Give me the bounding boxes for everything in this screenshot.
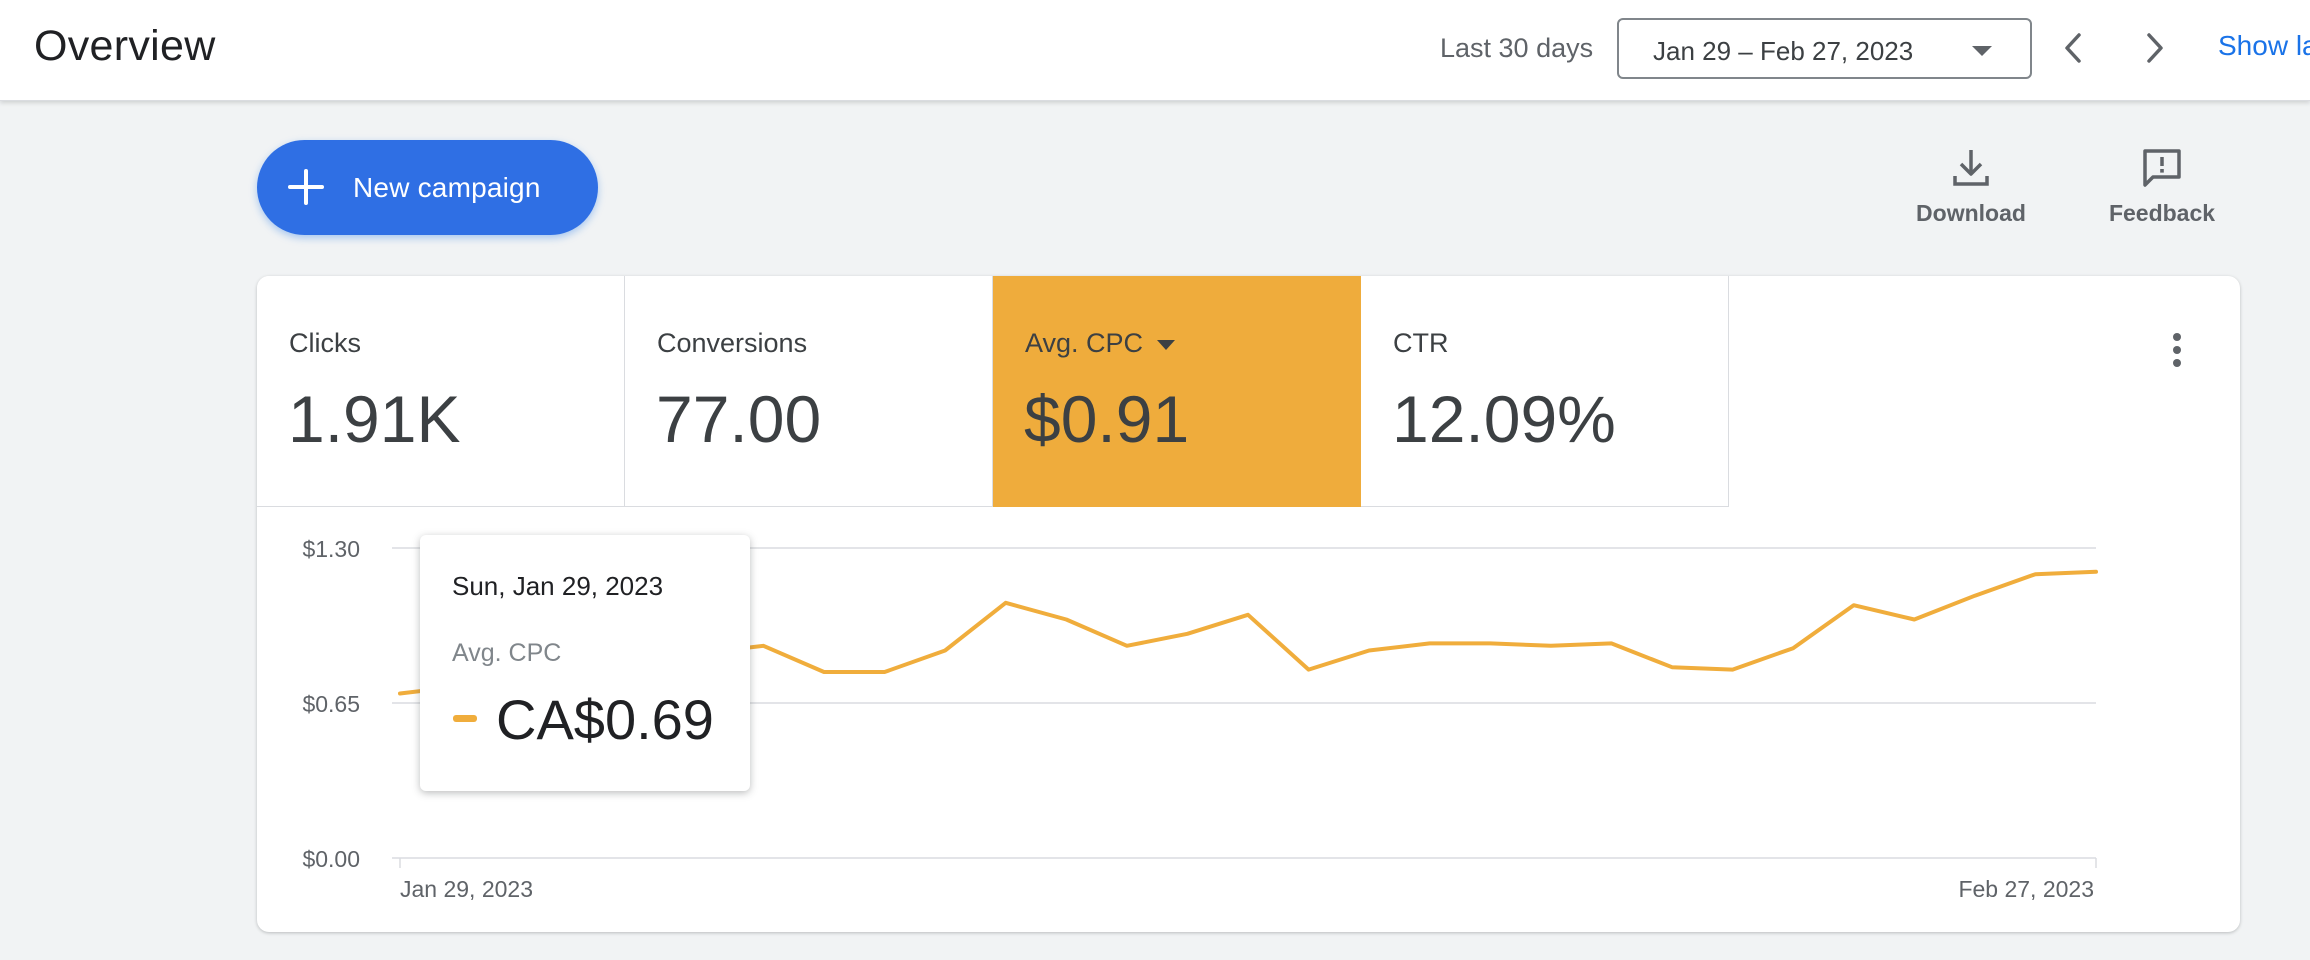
- data-point[interactable]: [1003, 600, 1009, 606]
- data-point[interactable]: [1790, 645, 1796, 651]
- metric-value: 77.00: [656, 382, 822, 456]
- feedback-button[interactable]: Feedback: [2097, 146, 2227, 236]
- data-point[interactable]: [1972, 593, 1978, 599]
- date-range-select[interactable]: Jan 29 – Feb 27, 2023: [1617, 18, 2032, 79]
- x-tick-label: Jan 29, 2023: [400, 876, 533, 902]
- metric-value: 1.91K: [288, 382, 461, 456]
- data-point[interactable]: [1608, 640, 1614, 646]
- chevron-left-icon: [2065, 33, 2081, 63]
- metric-name: CTR: [1393, 328, 1449, 358]
- page-title: Overview: [34, 22, 216, 70]
- more-vert-icon: [2173, 333, 2181, 367]
- data-point[interactable]: [1427, 640, 1433, 646]
- data-point[interactable]: [1548, 643, 1554, 649]
- download-button[interactable]: Download: [1906, 146, 2036, 236]
- data-point[interactable]: [1487, 640, 1493, 646]
- metric-name: Avg. CPC: [1025, 328, 1144, 358]
- metric-name: Clicks: [289, 328, 361, 358]
- feedback-icon: [2143, 149, 2181, 187]
- download-icon: [1953, 150, 1989, 186]
- data-point[interactable]: [1911, 617, 1917, 623]
- series-swatch: [453, 715, 477, 722]
- data-point[interactable]: [942, 648, 948, 654]
- tooltip-metric-name: Avg. CPC: [452, 639, 562, 667]
- data-point[interactable]: [1063, 617, 1069, 623]
- data-point[interactable]: [1124, 643, 1130, 649]
- caret-down-icon: [1157, 339, 1176, 350]
- data-point[interactable]: [1730, 667, 1736, 673]
- metric-value: 12.09%: [1392, 382, 1616, 456]
- caret-down-icon: [1972, 46, 1992, 56]
- y-tick-label: $0.00: [302, 846, 360, 872]
- data-point[interactable]: [2093, 569, 2099, 575]
- metric-tile-clicks[interactable]: Clicks 1.91K: [257, 276, 625, 507]
- y-tick-label: $0.65: [302, 691, 360, 717]
- chart-tooltip: Sun, Jan 29, 2023 Avg. CPC CA$0.69: [420, 535, 750, 791]
- metric-tile-avg-cpc[interactable]: Avg. CPC $0.91: [993, 276, 1361, 507]
- data-point[interactable]: [760, 643, 766, 649]
- metric-tile-ctr[interactable]: CTR 12.09%: [1361, 276, 1729, 507]
- previous-period-button[interactable]: [2052, 26, 2096, 70]
- metric-value: $0.91: [1024, 382, 1190, 456]
- data-point[interactable]: [1306, 667, 1312, 673]
- data-point[interactable]: [1366, 648, 1372, 654]
- data-point[interactable]: [1851, 602, 1857, 608]
- more-options-button[interactable]: [2157, 328, 2197, 372]
- date-range-preset-label: Last 30 days: [1440, 33, 1594, 63]
- data-point[interactable]: [1184, 631, 1190, 637]
- date-range-value: Jan 29 – Feb 27, 2023: [1653, 36, 1914, 66]
- data-point[interactable]: [1669, 664, 1675, 670]
- data-point[interactable]: [397, 690, 403, 696]
- tooltip-date: Sun, Jan 29, 2023: [452, 571, 664, 601]
- y-tick-label: $1.30: [302, 536, 360, 562]
- data-point[interactable]: [821, 669, 827, 675]
- feedback-label: Feedback: [2108, 200, 2216, 226]
- download-label: Download: [1916, 200, 2026, 226]
- next-period-button[interactable]: [2132, 26, 2176, 70]
- new-campaign-label: New campaign: [353, 172, 541, 203]
- metric-tile-conversions[interactable]: Conversions 77.00: [625, 276, 993, 507]
- plus-icon: [288, 169, 324, 205]
- data-point[interactable]: [1245, 612, 1251, 618]
- chevron-right-icon: [2147, 33, 2163, 63]
- metric-name: Conversions: [657, 328, 808, 358]
- data-point[interactable]: [882, 669, 888, 675]
- top-bar: Overview Last 30 days Jan 29 – Feb 27, 2…: [0, 0, 2310, 101]
- data-point[interactable]: [2032, 571, 2038, 577]
- x-tick-label: Feb 27, 2023: [1958, 876, 2094, 902]
- new-campaign-button[interactable]: New campaign: [257, 140, 598, 235]
- tooltip-value: CA$0.69: [496, 688, 714, 751]
- show-link[interactable]: Show la: [2218, 30, 2310, 61]
- metric-name-select[interactable]: Avg. CPC: [1025, 328, 1176, 359]
